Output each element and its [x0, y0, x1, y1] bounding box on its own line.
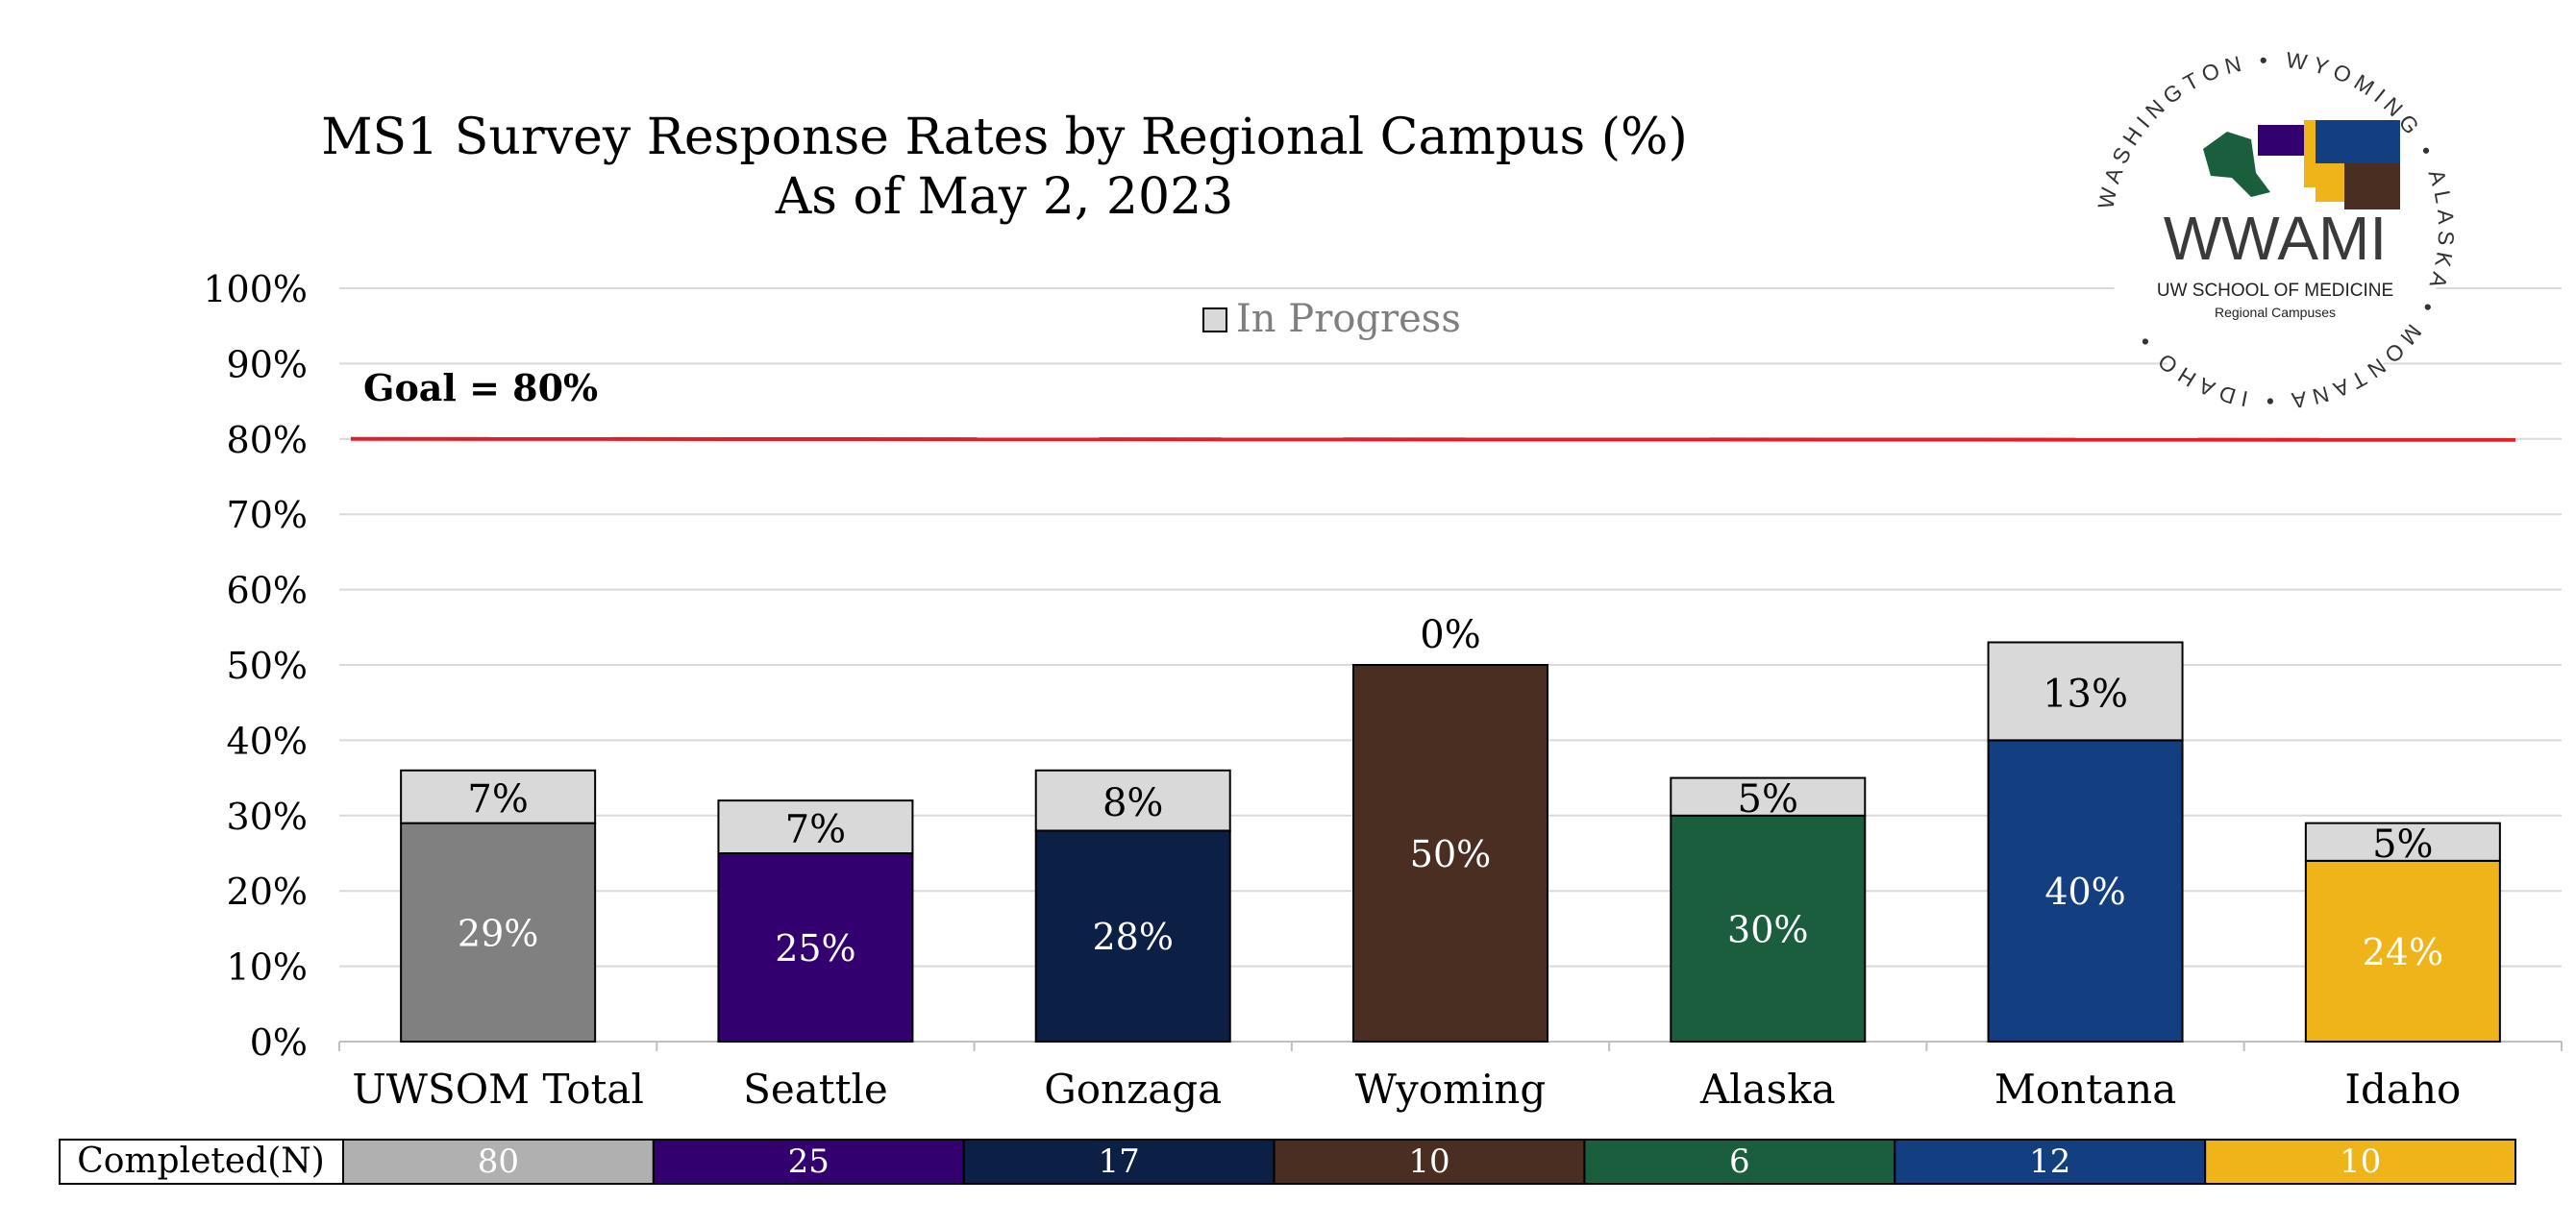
x-tick-label: Alaska [1699, 1066, 1836, 1113]
data-label-completed: 30% [1727, 908, 1808, 950]
chart-subtitle: As of May 2, 2023 [775, 168, 1233, 226]
y-tick-label: 40% [227, 720, 308, 762]
y-axis-ticks: 0% 10% 20% 30% 40% 50% 60% 70% 80% 90% 100% [203, 268, 308, 1064]
table-cell-value: 10 [1408, 1142, 1449, 1181]
data-label-in-progress: 5% [1738, 777, 1798, 822]
x-tick-label: Idaho [2344, 1066, 2461, 1113]
table-cell-value: 6 [1729, 1142, 1750, 1181]
y-tick-label: 90% [227, 343, 308, 385]
x-tick-label: Montana [1994, 1066, 2176, 1113]
bar-completed [717, 852, 914, 1043]
y-tick-label: 30% [227, 796, 308, 838]
bar-in-progress [1987, 641, 2184, 742]
x-axis-ticks: UWSOM Total Seattle Gonzaga Wyoming Alaska Mo… [352, 1066, 2461, 1113]
bar-in-progress [1034, 769, 1231, 832]
data-label-completed: 50% [1410, 833, 1491, 875]
data-label-completed: 28% [1092, 916, 1173, 958]
bar-completed [1987, 739, 2184, 1044]
data-label-in-progress: 8% [1102, 781, 1163, 825]
bar-completed [1034, 829, 1231, 1043]
bar-completed [2304, 859, 2501, 1044]
data-label-completed: 24% [2363, 931, 2443, 973]
legend: In Progress [1202, 297, 1461, 341]
table-header-cell [59, 1139, 344, 1185]
y-tick-label: 70% [227, 494, 308, 536]
y-tick-label: 60% [227, 570, 308, 612]
bar-completed [1352, 664, 1548, 1043]
table-cell [652, 1139, 965, 1185]
y-tick-label: 50% [227, 645, 308, 687]
bar-completed [1670, 814, 1867, 1043]
data-labels: 29% 7% 25% 7% 28% 8% 50% 0% 30% 5% 40% 13% 24% 5% [458, 613, 2443, 973]
logo-subtext: UW SCHOOL OF MEDICINE [2157, 281, 2393, 301]
table-cell-value: 17 [1099, 1142, 1140, 1181]
x-tick-label: Wyoming [1355, 1066, 1546, 1113]
y-tick-label: 80% [227, 419, 308, 461]
wwami-logo: WASHINGTON • WYOMING • ALASKA • MONTANA … [2093, 47, 2453, 414]
completed-table: Completed(N) 80 25 17 10 6 12 10 [59, 1139, 2516, 1185]
y-tick-label: 100% [203, 268, 308, 310]
data-label-in-progress: 7% [785, 808, 846, 852]
y-tick-label: 0% [250, 1021, 308, 1064]
bar-in-progress [717, 799, 914, 854]
logo-wwami-text: WWAMI [2164, 204, 2387, 273]
legend-swatch-in-progress [1202, 307, 1227, 332]
data-label-completed: 25% [775, 927, 855, 970]
data-label-completed: 40% [2044, 871, 2125, 913]
bar-in-progress [2304, 822, 2501, 862]
table-cell-value: 10 [2340, 1142, 2381, 1181]
data-label-in-progress: 5% [2372, 823, 2433, 867]
y-tick-label: 20% [227, 871, 308, 913]
table-cell [1894, 1139, 2207, 1185]
legend-label-in-progress: In Progress [1236, 297, 1461, 341]
wwami-map-icon [2203, 120, 2400, 209]
data-label-in-progress: 0% [1420, 613, 1480, 657]
x-tick-label: UWSOM Total [352, 1066, 644, 1113]
table-cell-value: 25 [788, 1142, 830, 1181]
table-cell [1273, 1139, 1586, 1185]
logo-subtext-2: Regional Campuses [2215, 305, 2336, 320]
table-header-label: Completed(N) [77, 1142, 325, 1181]
table-cell-value: 80 [478, 1142, 519, 1181]
data-label-in-progress: 13% [2043, 672, 2128, 716]
bars [400, 641, 2501, 1044]
data-label-completed: 29% [458, 912, 538, 954]
data-label-in-progress: 7% [467, 777, 528, 822]
y-tick-label: 10% [227, 946, 308, 989]
x-tick-label: Seattle [743, 1066, 888, 1113]
goal-label: Goal = 80% [363, 366, 598, 409]
table-cell [342, 1139, 655, 1185]
goal-line [350, 436, 2516, 442]
x-tick-label: Gonzaga [1044, 1066, 1222, 1113]
chart-title: MS1 Survey Response Rates by Regional Ca… [321, 109, 1688, 166]
table-cell [2204, 1139, 2516, 1185]
table-cell-value: 12 [2029, 1142, 2070, 1181]
bar-in-progress [1670, 776, 1867, 817]
bar-in-progress [400, 769, 597, 824]
